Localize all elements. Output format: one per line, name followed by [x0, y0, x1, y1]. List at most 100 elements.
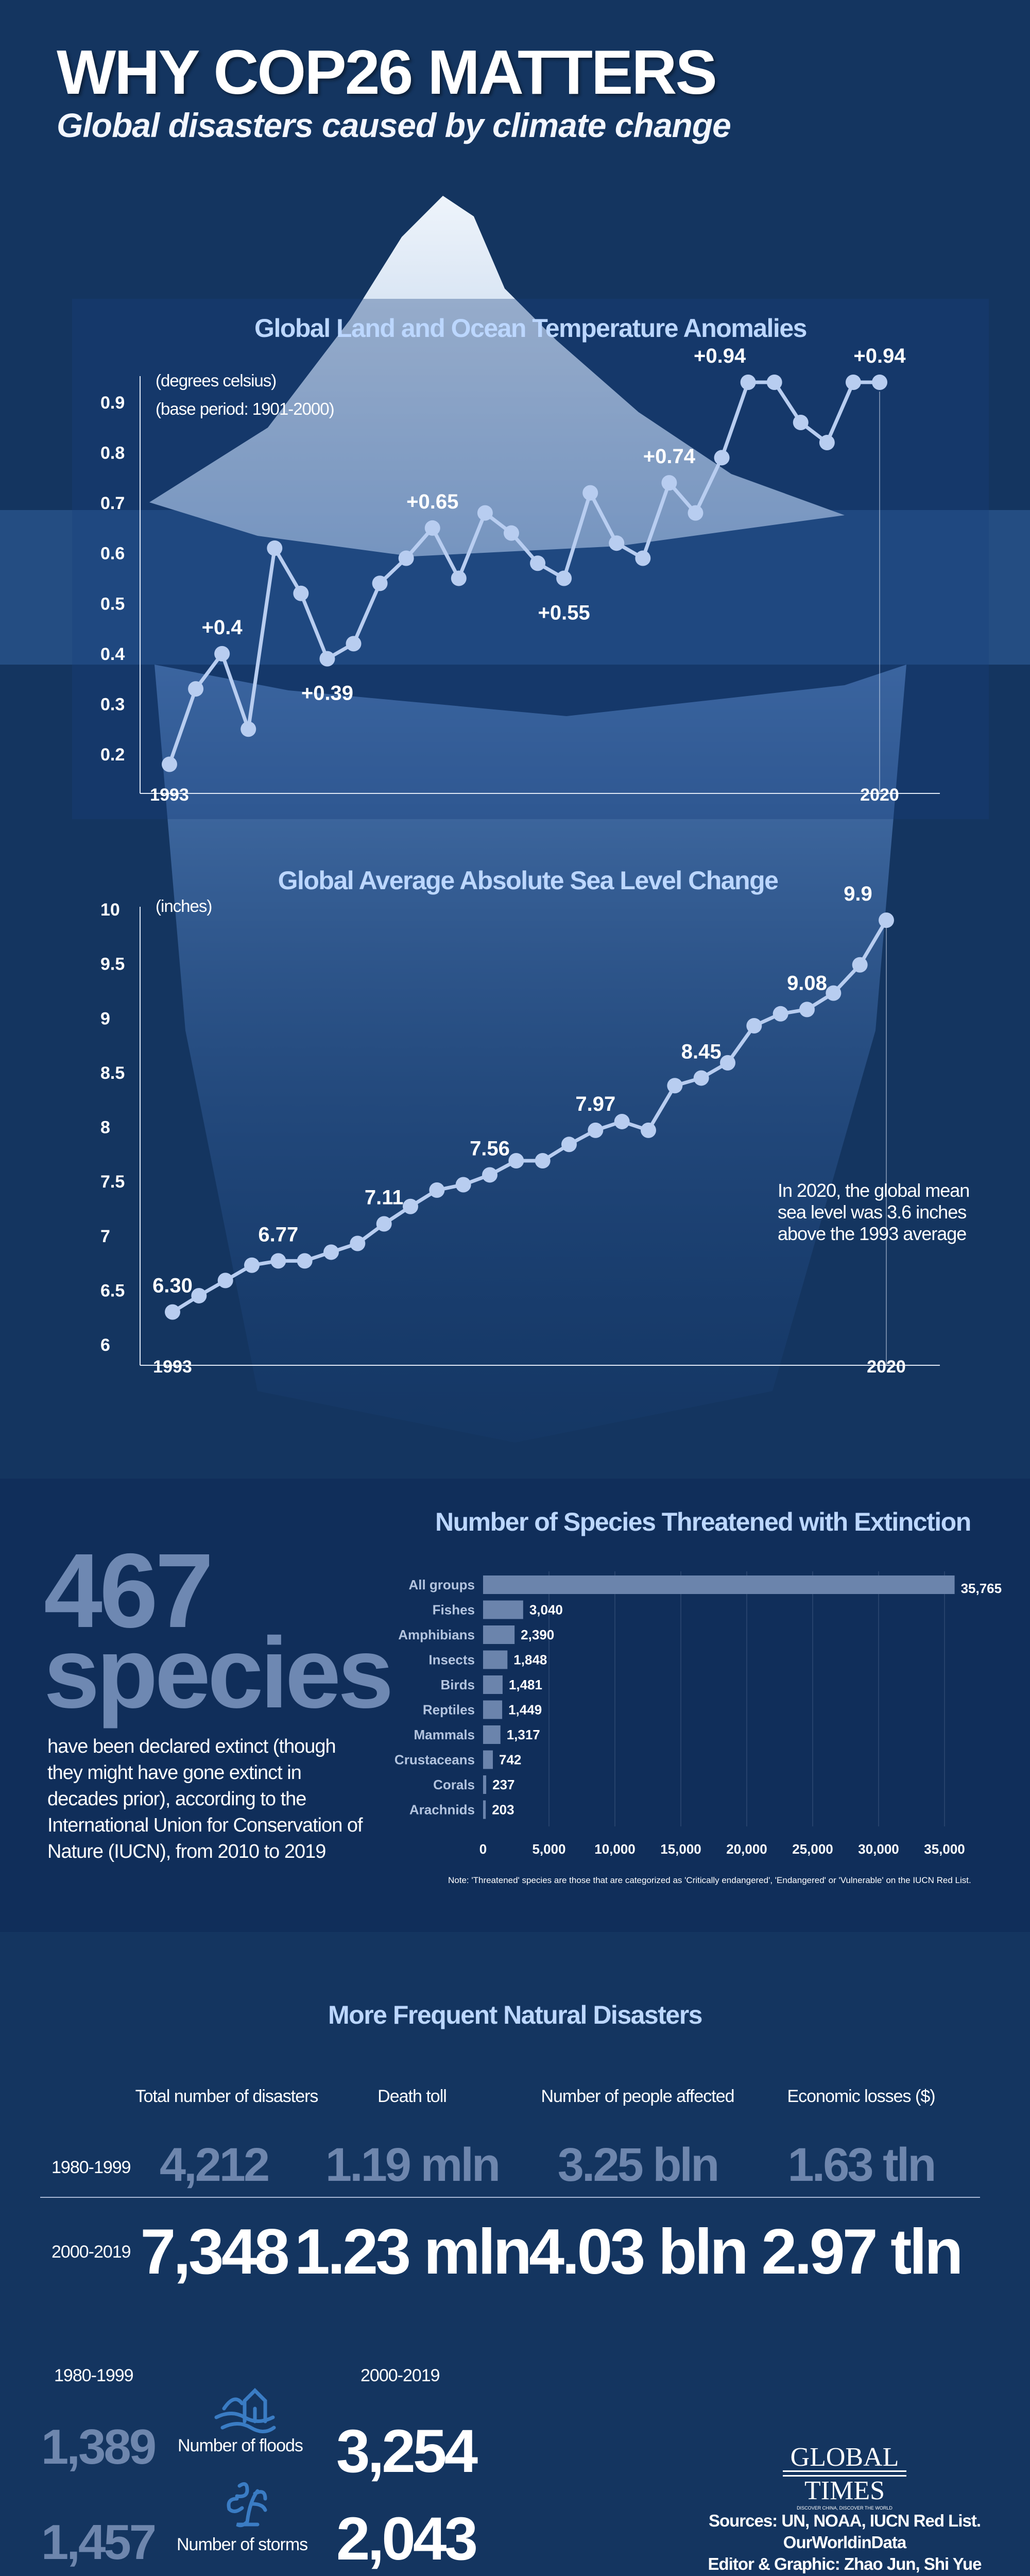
y-tick-label: 0.2	[100, 745, 125, 765]
data-label: 7.56	[470, 1137, 510, 1160]
data-point	[293, 585, 309, 601]
x-tick-label: 0	[479, 1841, 487, 1857]
logo-top: GLOBAL	[783, 2444, 906, 2472]
data-point	[165, 1304, 180, 1320]
x-tick-label: 2020	[867, 1357, 906, 1377]
x-tick-label: 25,000	[792, 1841, 833, 1857]
data-point	[772, 1006, 788, 1022]
sources-line: OurWorldinData	[783, 2533, 906, 2552]
category-label: Insects	[428, 1652, 475, 1668]
category-label: Amphibians	[398, 1627, 475, 1642]
data-point	[688, 505, 703, 521]
y-tick-label: 8.5	[100, 1063, 125, 1083]
y-tick-label: 6.5	[100, 1281, 125, 1300]
data-point	[819, 435, 835, 451]
bar	[483, 1725, 501, 1744]
temperature-panel	[72, 299, 989, 819]
category-label: Mammals	[414, 1727, 475, 1742]
temperature-chart: 0.2 0.3 0.4 0.5 0.6 0.7 0.8 0.9 1993 2020 +0.4 +0.3…	[100, 345, 940, 805]
x-tick-label: 30,000	[858, 1841, 899, 1857]
data-point	[424, 520, 440, 536]
series-line	[171, 919, 888, 1314]
data-point	[323, 1244, 339, 1260]
species-bar-chart: 0 5,000 10,000 15,000 20,000 25,000 30,000 35,0…	[394, 1571, 1002, 1857]
x-tick-label: 15,000	[660, 1841, 701, 1857]
x-tick-label: 5,000	[532, 1841, 565, 1857]
x-tick-label: 2020	[860, 785, 899, 805]
y-tick-label: 10	[100, 900, 120, 920]
disasters-old-losses: 1.63 tln	[787, 2139, 936, 2191]
logo-bottom: TIMES	[783, 2475, 906, 2505]
data-point	[720, 1055, 735, 1071]
y-tick-label: 8	[100, 1118, 110, 1138]
disasters-new-losses: 2.97 tln	[761, 2216, 963, 2287]
data-point	[714, 450, 730, 466]
data-point	[376, 1216, 392, 1232]
header-total-disasters: Total number of disasters	[135, 2087, 319, 2106]
y-tick-label: 9.5	[100, 955, 125, 974]
y-tick-label: 0.6	[100, 544, 125, 564]
series-line	[167, 380, 880, 765]
data-point	[403, 1198, 418, 1214]
logo-tagline: DISCOVER CHINA, DISCOVER THE WORLD	[797, 2505, 892, 2511]
value-label: 237	[492, 1777, 514, 1792]
data-label: +0.55	[538, 602, 590, 624]
data-point	[872, 374, 887, 390]
disasters-old-deaths: 1.19 mln	[325, 2139, 501, 2191]
bar	[483, 1650, 508, 1669]
global-times-logo: GLOBAL TIMES DISCOVER CHINA, DISCOVER TH…	[783, 2444, 906, 2511]
data-point	[535, 1153, 551, 1168]
category-label: All groups	[408, 1577, 475, 1592]
sources-credits: Sources: UN, NOAA, IUCN Red List. OurWor…	[670, 2510, 1020, 2575]
disasters-new-total: 7,348	[140, 2216, 289, 2287]
data-point	[429, 1182, 445, 1198]
data-point	[482, 1167, 497, 1183]
floods-old-count: 1,389	[41, 2419, 157, 2475]
bar	[483, 1600, 523, 1619]
period-label: 2000-2019	[52, 2242, 131, 2262]
category-label: Birds	[441, 1677, 475, 1692]
page-title: WHY COP26 MATTERS	[57, 37, 717, 107]
data-point	[188, 681, 204, 697]
data-label: 9.08	[787, 972, 827, 994]
data-point	[214, 646, 230, 662]
data-point	[582, 485, 598, 501]
floods-new-count: 3,254	[336, 2417, 478, 2485]
data-label: +0.74	[643, 445, 696, 468]
bar	[483, 1675, 503, 1694]
y-tick-label: 7	[100, 1227, 110, 1246]
disasters-title: More Frequent Natural Disasters	[328, 2001, 702, 2029]
data-point	[588, 1122, 604, 1138]
data-point	[556, 570, 572, 586]
y-tick-label: 0.7	[100, 494, 125, 513]
data-point	[191, 1287, 207, 1303]
data-label: +0.94	[853, 345, 906, 367]
data-label: 9.9	[844, 883, 872, 905]
y-tick-label: 0.9	[100, 393, 125, 413]
data-label: +0.4	[202, 616, 243, 639]
bar	[483, 1775, 487, 1794]
annotation-line: sea level was 3.6 inches	[778, 1201, 967, 1223]
data-label: 6.77	[258, 1223, 298, 1246]
data-label: 7.11	[365, 1187, 404, 1209]
data-label: +0.94	[694, 345, 746, 367]
x-tick-label: 20,000	[726, 1841, 767, 1857]
sources-line: Sources: UN, NOAA, IUCN Red List.	[708, 2511, 981, 2530]
data-point	[217, 1273, 233, 1289]
data-point	[319, 651, 335, 667]
data-label: 6.30	[152, 1275, 193, 1297]
data-point	[346, 636, 362, 652]
annotation-line: In 2020, the global mean	[778, 1180, 970, 1201]
x-tick-label: 10,000	[594, 1841, 636, 1857]
y-tick-label: 7.5	[100, 1172, 125, 1192]
disasters-new-deaths: 1.23 mln	[294, 2216, 532, 2287]
period-label: 1980-1999	[52, 2158, 131, 2177]
compare-period-new: 2000-2019	[360, 2366, 440, 2385]
data-point	[297, 1253, 313, 1269]
species-panel	[0, 1479, 1030, 1932]
category-label: Corals	[433, 1777, 475, 1792]
disasters-new-affected: 4.03 bln	[529, 2216, 749, 2287]
sea-level-annotation: In 2020, the global mean sea level was 3…	[778, 1180, 970, 1245]
value-label: 1,848	[513, 1652, 547, 1668]
